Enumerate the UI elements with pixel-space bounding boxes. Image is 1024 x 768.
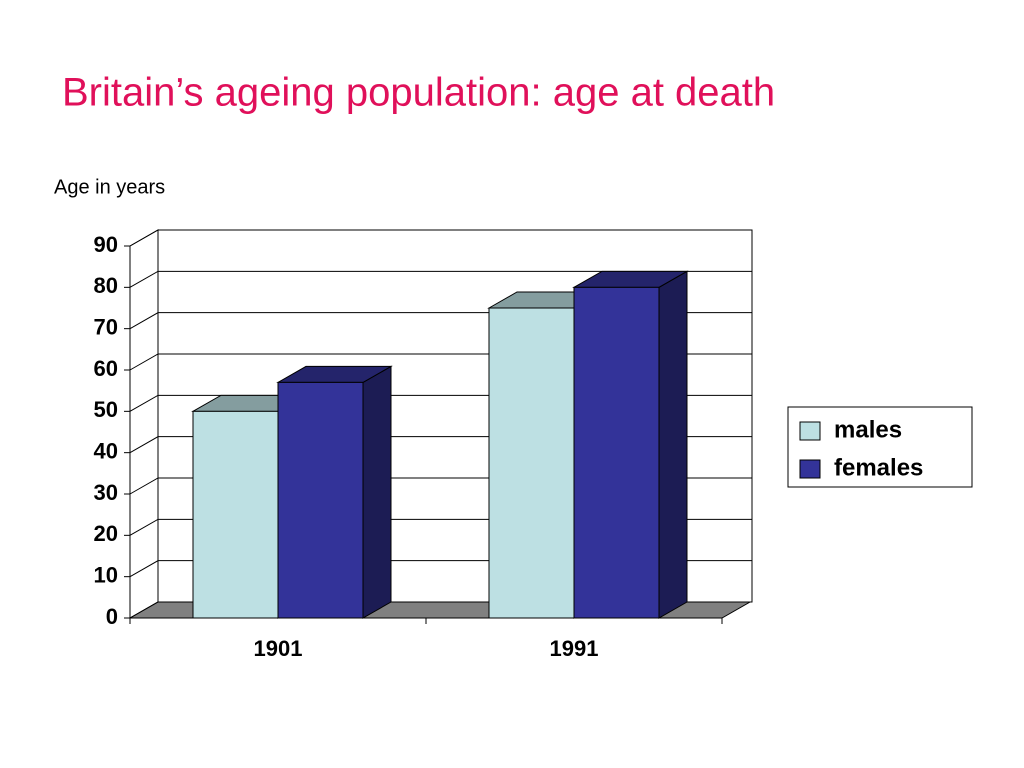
legend-swatch xyxy=(799,459,821,479)
legend-swatch xyxy=(799,421,821,441)
y-tick-label: 80 xyxy=(94,273,118,298)
grid-line xyxy=(129,229,752,247)
x-tick-label: 1991 xyxy=(550,636,599,661)
side-wall xyxy=(129,229,159,619)
y-tick-label: 30 xyxy=(94,480,118,505)
bar xyxy=(192,410,279,619)
legend-label: females xyxy=(834,454,923,481)
bar-side xyxy=(658,270,688,619)
y-tick-label: 70 xyxy=(94,314,118,339)
grid-line xyxy=(129,270,752,288)
y-tick-label: 10 xyxy=(94,562,118,587)
bar xyxy=(277,381,364,619)
y-tick-label: 40 xyxy=(94,438,118,463)
chart-title: Britain’s ageing population: age at deat… xyxy=(62,71,775,115)
bar-side xyxy=(362,365,392,619)
bar-3d xyxy=(572,270,689,619)
bar-3d xyxy=(276,365,393,619)
y-tick-label: 60 xyxy=(94,356,118,381)
y-tick-label: 50 xyxy=(94,397,118,422)
y-tick-label: 20 xyxy=(94,521,118,546)
y-tick-label: 0 xyxy=(106,604,118,629)
y-axis-label: Age in years xyxy=(54,176,165,198)
legend-label: males xyxy=(834,416,902,443)
bar xyxy=(488,307,575,619)
bar xyxy=(573,286,660,619)
x-tick-label: 1901 xyxy=(254,636,303,661)
y-tick-label: 90 xyxy=(94,232,118,257)
